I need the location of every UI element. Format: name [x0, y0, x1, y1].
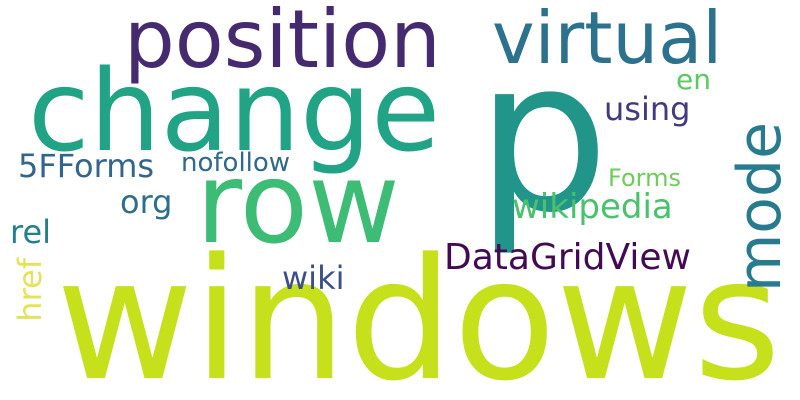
- word-org: org: [120, 183, 173, 221]
- word-position: position: [124, 0, 441, 86]
- word-wikipedia: wikipedia: [512, 187, 673, 227]
- word-5fforms: 5FForms: [18, 147, 155, 185]
- word-en: en: [676, 63, 711, 96]
- word-p: p: [476, 14, 610, 259]
- word-rel: rel: [10, 213, 52, 251]
- word-datagridview: DataGridView: [444, 237, 691, 278]
- word-change: change: [28, 47, 441, 177]
- word-windows: windows: [56, 222, 781, 400]
- word-nofollow: nofollow: [181, 148, 291, 178]
- word-mode: mode: [725, 122, 795, 293]
- word-using: using: [604, 90, 691, 128]
- word-href: href: [11, 258, 49, 322]
- word-row: row: [196, 139, 400, 269]
- word-wiki: wiki: [282, 259, 345, 297]
- word-forms: Forms: [608, 164, 681, 192]
- word-virtual: virtual: [492, 0, 723, 80]
